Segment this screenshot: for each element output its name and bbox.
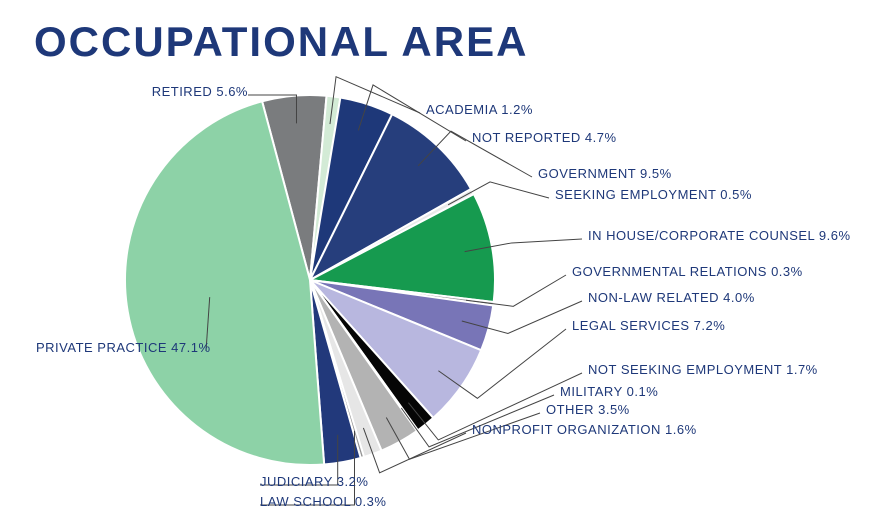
pie-slice-label: IN HOUSE/CORPORATE COUNSEL 9.6% [588, 229, 851, 242]
pie-slice-label: GOVERNMENTAL RELATIONS 0.3% [572, 265, 803, 278]
pie-slice-label: JUDICIARY 3.2% [260, 475, 368, 488]
pie-slice-label: PRIVATE PRACTICE 47.1% [36, 341, 211, 354]
pie-slice-label: NON-LAW RELATED 4.0% [588, 291, 755, 304]
pie-slice-label: MILITARY 0.1% [560, 385, 658, 398]
occupational-pie-chart [0, 0, 880, 524]
pie-slice-label: ACADEMIA 1.2% [426, 103, 533, 116]
pie-slice-label: NONPROFIT ORGANIZATION 1.6% [472, 423, 697, 436]
pie-slice-label: GOVERNMENT 9.5% [538, 167, 672, 180]
pie-slice-label: NOT REPORTED 4.7% [472, 131, 617, 144]
pie-slice-label: RETIRED 5.6% [152, 85, 248, 98]
pie-slice-label: OTHER 3.5% [546, 403, 630, 416]
pie-slice-label: NOT SEEKING EMPLOYMENT 1.7% [588, 363, 818, 376]
pie-slice-label: LEGAL SERVICES 7.2% [572, 319, 725, 332]
pie-slice-label: LAW SCHOOL 0.3% [260, 495, 386, 508]
pie-slice-label: SEEKING EMPLOYMENT 0.5% [555, 188, 752, 201]
